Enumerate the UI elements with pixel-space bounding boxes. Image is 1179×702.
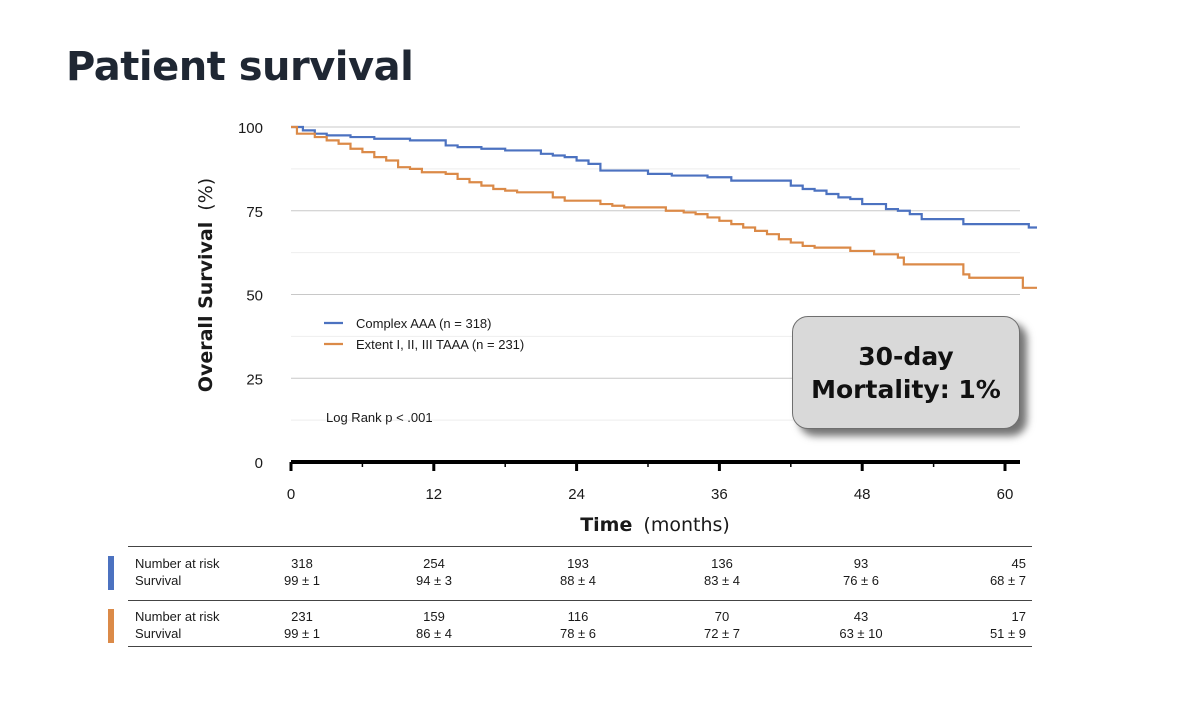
legend-label: Extent I, II, III TAAA (n = 231) <box>356 337 524 352</box>
at-risk-value: 254 <box>423 556 445 571</box>
survival-value: 83 ± 4 <box>703 573 741 588</box>
at-risk-label: Number at risk <box>135 609 220 624</box>
at-risk-value: 318 <box>291 556 313 571</box>
callout-line-1: 30-day <box>858 341 954 371</box>
grid-lines <box>291 126 1020 421</box>
survival-label: Survival <box>135 573 182 588</box>
km-survival-chart: 0 25 50 75 100 0 12 24 36 48 60 Complex AAA (n = … <box>195 120 1037 536</box>
x-axis-label-unit: (months) <box>643 514 729 536</box>
legend-label: Complex AAA (n = 318) <box>356 316 492 331</box>
survival-value: 68 ± 7 <box>989 573 1026 588</box>
at-risk-value: 70 <box>714 609 730 624</box>
table-rule <box>128 600 1032 601</box>
x-axis-label-bold: Time <box>580 514 632 536</box>
x-axis-label: Time (months) <box>580 514 730 536</box>
at-risk-value: 45 <box>1011 556 1026 571</box>
risk-group-complex-aaa: Number at risk Survival 318 254 193 136 93 45… <box>108 546 1032 596</box>
survival-value: 86 ± 4 <box>415 626 453 641</box>
y-tick-label: 50 <box>246 288 263 305</box>
y-tick-label: 0 <box>255 455 263 472</box>
survival-value: 72 ± 7 <box>703 626 741 641</box>
at-risk-value: 159 <box>423 609 445 624</box>
survival-value: 99 ± 1 <box>283 626 321 641</box>
risk-group-taaa: Number at risk Survival 231 159 116 70 43 17 9… <box>108 596 1032 650</box>
y-tick-labels: 0 25 50 75 100 <box>238 120 263 472</box>
survival-value: 94 ± 3 <box>415 573 453 588</box>
x-tick-label: 48 <box>854 486 871 503</box>
y-tick-label: 100 <box>238 120 263 137</box>
page-title: Patient survival <box>66 44 414 90</box>
survival-curves <box>291 125 1037 289</box>
at-risk-value: 93 <box>853 556 869 571</box>
at-risk-label: Number at risk <box>135 556 220 571</box>
at-risk-value: 43 <box>853 609 869 624</box>
group-color-bar <box>108 609 114 643</box>
survival-value: 78 ± 6 <box>559 626 597 641</box>
legend: Complex AAA (n = 318) Extent I, II, III T… <box>324 316 524 352</box>
survival-value: 63 ± 10 <box>839 626 883 641</box>
table-rule <box>128 646 1032 647</box>
x-tick-label: 60 <box>997 486 1014 503</box>
series-line-complex-aaa <box>291 125 1037 229</box>
x-tick-label: 24 <box>568 486 585 503</box>
survival-value: 51 ± 9 <box>989 626 1026 641</box>
callout-line-2: Mortality: 1% <box>811 374 1001 404</box>
at-risk-value: 136 <box>711 556 733 571</box>
x-axis: 0 12 24 36 48 60 <box>287 460 1020 503</box>
survival-value: 88 ± 4 <box>559 573 597 588</box>
x-tick-label: 12 <box>425 486 442 503</box>
x-tick-label: 36 <box>711 486 728 503</box>
survival-value: 76 ± 6 <box>842 573 880 588</box>
at-risk-value: 231 <box>291 609 313 624</box>
group-color-bar <box>108 556 114 590</box>
log-rank-annotation: Log Rank p < .001 <box>326 410 433 425</box>
y-axis-label-unit: (%) <box>195 178 217 211</box>
at-risk-value: 193 <box>567 556 589 571</box>
at-risk-value: 17 <box>1011 609 1026 624</box>
number-at-risk-table: Number at risk Survival 318 254 193 136 93 45… <box>108 546 1032 650</box>
survival-label: Survival <box>135 626 182 641</box>
table-rule <box>128 546 1032 547</box>
survival-value: 99 ± 1 <box>283 573 321 588</box>
y-tick-label: 75 <box>246 204 263 221</box>
y-tick-label: 25 <box>246 371 263 388</box>
series-line-taaa <box>291 125 1037 289</box>
y-axis-label-bold: Overall Survival <box>195 222 217 392</box>
at-risk-value: 116 <box>567 609 589 624</box>
x-tick-label: 0 <box>287 486 295 503</box>
y-axis-label: Overall Survival (%) <box>195 178 217 392</box>
mortality-callout: 30-day Mortality: 1% <box>792 316 1020 429</box>
